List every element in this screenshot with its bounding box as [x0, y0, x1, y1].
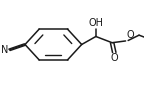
Text: O: O — [110, 53, 118, 63]
Text: N: N — [1, 45, 9, 55]
Text: O: O — [126, 31, 134, 40]
Text: OH: OH — [88, 18, 103, 28]
